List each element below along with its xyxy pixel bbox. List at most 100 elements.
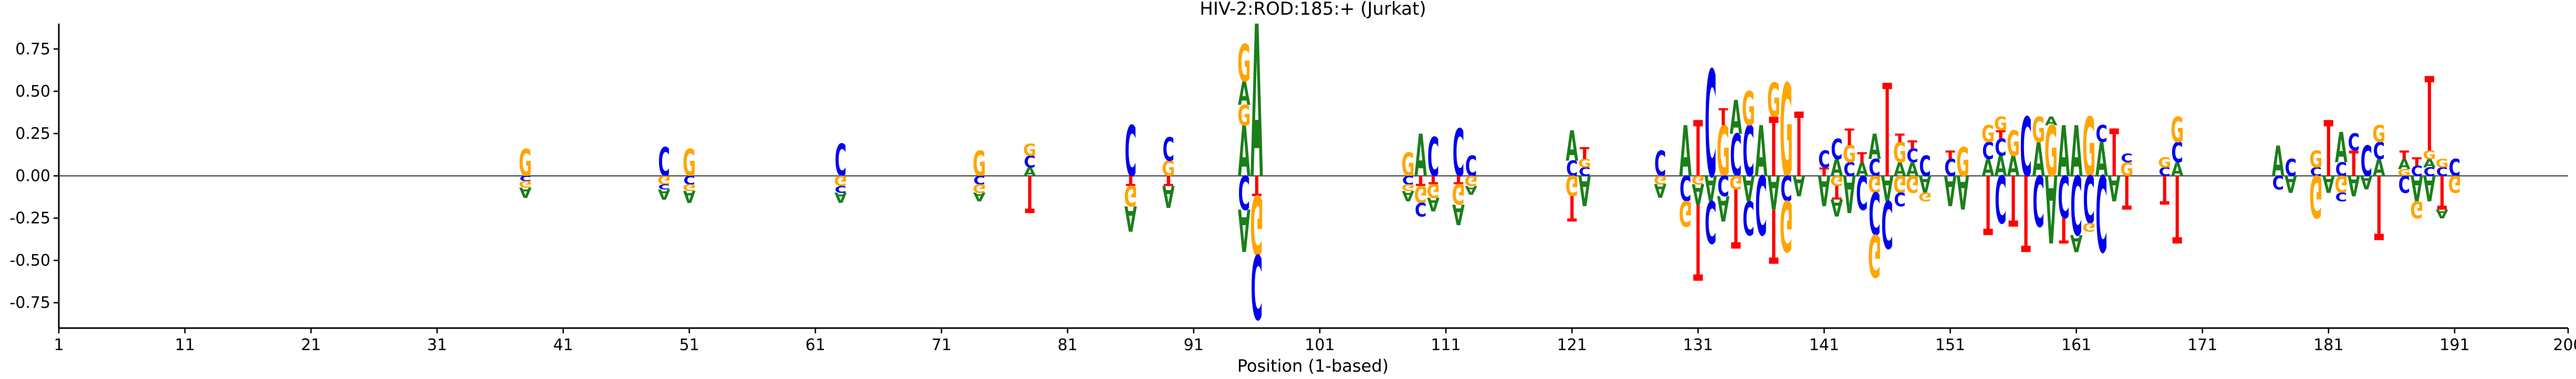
logo-letter-G: G (2082, 220, 2095, 234)
svg-text:C: C (1995, 134, 2007, 161)
svg-text:C: C (658, 140, 670, 186)
svg-text:A: A (2436, 207, 2448, 220)
logo-letter-C: C (1024, 153, 1036, 172)
logo-letter-G: G (2397, 167, 2411, 178)
logo-column: CG (2448, 154, 2461, 197)
logo-letter-A: A (1894, 159, 1906, 181)
svg-text:C: C (1944, 154, 1956, 181)
y-axis: -0.75 -0.50 -0.25 0.00 0.25 0.50 0.75 (9, 24, 60, 328)
logo-column: GAC (2397, 150, 2411, 197)
svg-text:C: C (2348, 129, 2360, 156)
svg-text:C: C (2411, 163, 2423, 179)
logo-column: CA (2285, 154, 2297, 197)
logo-letter-A: A (1919, 171, 1932, 197)
logo-letter-A: A (1414, 123, 1427, 190)
logo-letter-A: A (835, 190, 848, 206)
svg-text:A: A (1944, 165, 1957, 214)
logo-letter-T (1428, 176, 1438, 185)
y-tick-label: 0.50 (15, 82, 50, 101)
logo-letter-A: A (1843, 163, 1856, 223)
logo-letter-C: C (1465, 151, 1477, 183)
svg-text:C: C (1780, 167, 1792, 207)
logo-letter-A: A (1793, 169, 1806, 201)
svg-text:C: C (2058, 162, 2070, 229)
svg-text:G: G (1780, 185, 1793, 266)
logo-letter-C: C (1881, 185, 1893, 261)
svg-text:A: A (1578, 165, 1591, 214)
logo-letter-G: G (1452, 177, 1465, 209)
x-tick-label: 1 (54, 336, 64, 354)
svg-text:C: C (2398, 171, 2411, 197)
svg-text:A: A (1793, 169, 1806, 201)
x-tick-label: 141 (1809, 336, 1839, 354)
logo-letter-C: C (1894, 188, 1906, 210)
x-tick-label: 181 (2313, 336, 2343, 354)
svg-text:G: G (2448, 171, 2461, 197)
logo-letter-G: G (1578, 157, 1591, 171)
logo-letter-G: G (1250, 176, 1263, 271)
svg-text:A: A (2322, 171, 2335, 197)
logo-letter-G: G (1918, 190, 1932, 203)
logo-letter-G: G (1906, 171, 1919, 197)
svg-text:A: A (2108, 167, 2121, 207)
svg-text:G: G (1237, 100, 1250, 132)
svg-text:C: C (1717, 169, 1729, 201)
logo-letter-G: G (2171, 110, 2184, 151)
y-tick-label: 0.00 (15, 167, 50, 185)
logo-letter-G: G (2045, 111, 2058, 192)
logo-letter-A: A (2070, 111, 2083, 192)
x-tick-label: 101 (1305, 336, 1334, 354)
logo-letter-C: C (2335, 190, 2348, 203)
svg-text:C: C (1579, 165, 1591, 179)
svg-text:A: A (2348, 169, 2360, 201)
logo-column: GA (1767, 74, 1780, 264)
logo-column: GCG (2082, 101, 2095, 236)
logo-letter-T (1907, 140, 1917, 149)
logo-letter-T (1832, 186, 1842, 200)
svg-text:G: G (2410, 196, 2423, 223)
svg-text:A: A (2045, 114, 2058, 128)
svg-text:G: G (1906, 171, 1919, 197)
svg-text:C: C (1831, 134, 1843, 166)
svg-text:G: G (1893, 137, 1906, 169)
svg-text:G: G (1401, 182, 1414, 193)
svg-text:C: C (835, 135, 847, 186)
logo-letter-T (1567, 196, 1577, 222)
logo-letter-G: G (1843, 141, 1856, 168)
svg-text:C: C (1881, 185, 1893, 261)
svg-text:A: A (2070, 229, 2083, 256)
svg-text:C: C (2310, 165, 2322, 179)
logo-letter-T (2349, 150, 2359, 176)
svg-text:C: C (1995, 160, 2007, 236)
logo-letter-C: C (1238, 165, 1250, 219)
logo-letter-G: G (1427, 180, 1440, 202)
logo-letter-C: C (1919, 151, 1931, 183)
svg-text:A: A (2411, 167, 2423, 207)
logo-letter-A: A (2272, 138, 2285, 186)
logo-letter-T (1693, 204, 1703, 281)
logo-letter-G: G (2082, 101, 2095, 195)
logo-letter-C: C (1163, 131, 1175, 169)
svg-text:A: A (2095, 133, 2108, 187)
svg-text:A: A (1238, 111, 1250, 192)
svg-text:A: A (2335, 124, 2348, 173)
svg-text:A: A (1250, 0, 1263, 225)
logo-letter-A: A (2322, 171, 2335, 197)
logo-letter-G: G (1023, 141, 1036, 160)
x-tick-label: 21 (301, 336, 321, 354)
svg-text:G: G (2045, 111, 2058, 192)
logo-letter-C: C (1566, 157, 1578, 181)
svg-text:G: G (2309, 162, 2322, 229)
svg-text:G: G (2435, 157, 2448, 171)
svg-text:C: C (2032, 159, 2045, 240)
svg-text:C: C (1843, 159, 1855, 181)
svg-text:G: G (1679, 193, 1692, 233)
logo-letter-G: G (1994, 113, 2007, 135)
logo-letter-G: G (1566, 169, 1579, 201)
logo-letter-G: G (1893, 137, 1906, 169)
logo-letter-C: C (973, 173, 985, 186)
